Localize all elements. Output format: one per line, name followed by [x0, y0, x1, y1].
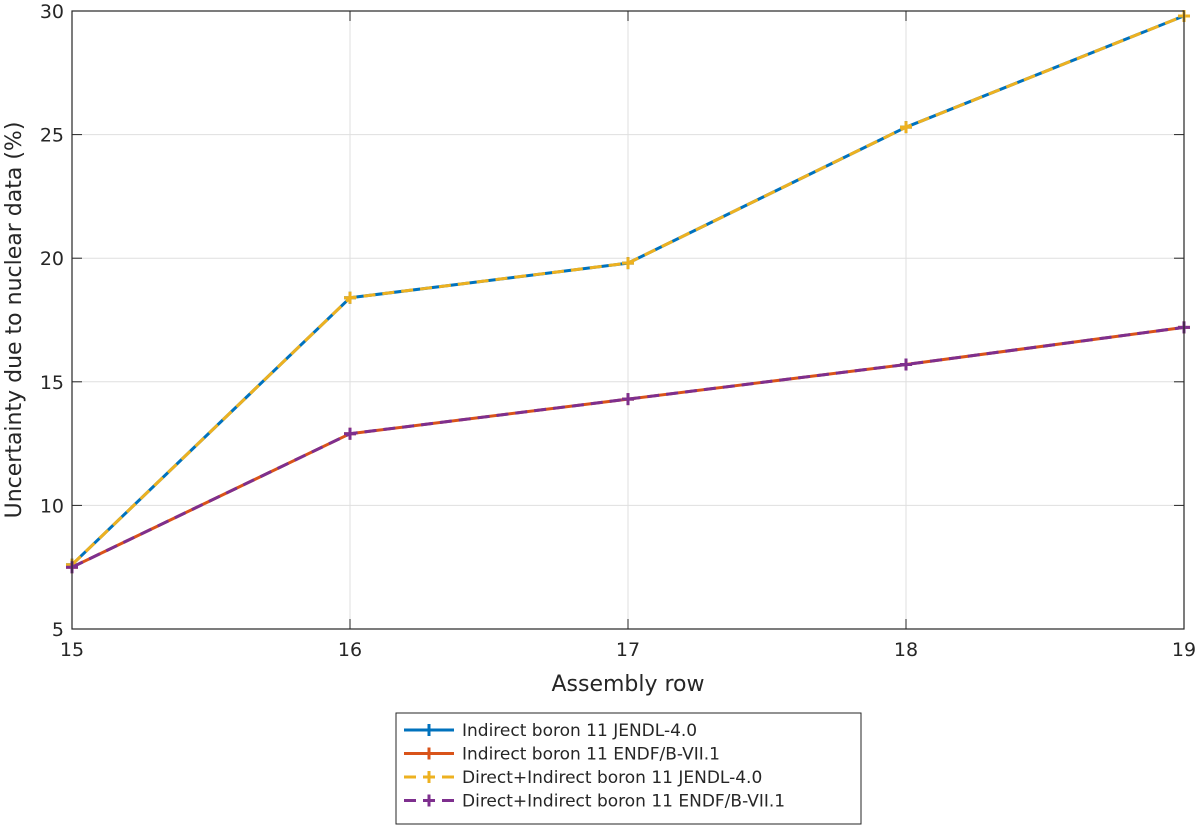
legend-marker [423, 794, 435, 807]
grid-lines [71, 10, 1185, 630]
y-tick-label: 15 [40, 372, 64, 394]
legend-label: Indirect boron 11 ENDF/B-VII.1 [462, 745, 720, 765]
tick-labels: 15 16 17 18 19 5 10 15 20 25 30 [40, 1, 1196, 661]
x-tick-label: 17 [616, 639, 640, 661]
legend-item: Indirect boron 11 JENDL-4.0 [404, 721, 697, 741]
x-tick-label: 18 [894, 639, 918, 661]
data-point-marker [344, 427, 356, 440]
y-tick-label: 25 [40, 125, 64, 147]
data-point-marker [900, 358, 912, 371]
legend-item: Direct+Indirect boron 11 JENDL-4.0 [404, 768, 762, 788]
y-tick-label: 20 [40, 248, 64, 270]
axis-ticks [71, 10, 1185, 630]
x-tick-label: 15 [60, 639, 84, 661]
legend-marker [423, 747, 435, 760]
y-tick-label: 30 [40, 1, 64, 23]
x-axis-label: Assembly row [551, 672, 704, 697]
legend-box [395, 712, 862, 825]
y-tick-label: 10 [40, 495, 64, 517]
legend-label: Indirect boron 11 JENDL-4.0 [462, 721, 697, 741]
x-tick-label: 16 [338, 639, 362, 661]
data-point-marker [622, 257, 634, 270]
legend-label: Direct+Indirect boron 11 JENDL-4.0 [462, 768, 762, 788]
series-direct-indirect-boron-11-jendl-4-0 [66, 9, 1190, 571]
legend-item: Indirect boron 11 ENDF/B-VII.1 [404, 745, 720, 765]
legend-marker [423, 771, 435, 783]
legend-label: Direct+Indirect boron 11 ENDF/B-VII.1 [462, 792, 785, 812]
legend-item: Direct+Indirect boron 11 ENDF/B-VII.1 [404, 792, 785, 812]
x-tick-label: 19 [1172, 639, 1196, 661]
legend: Indirect boron 11 JENDL-4.0 Indirect boro… [395, 712, 862, 825]
y-tick-label: 5 [52, 619, 64, 641]
data-point-marker [622, 393, 634, 406]
data-point-marker [900, 121, 912, 134]
data-point-marker [344, 291, 356, 304]
legend-marker [423, 724, 435, 736]
y-axis-label: Uncertainty due to nuclear data (%) [2, 122, 27, 519]
